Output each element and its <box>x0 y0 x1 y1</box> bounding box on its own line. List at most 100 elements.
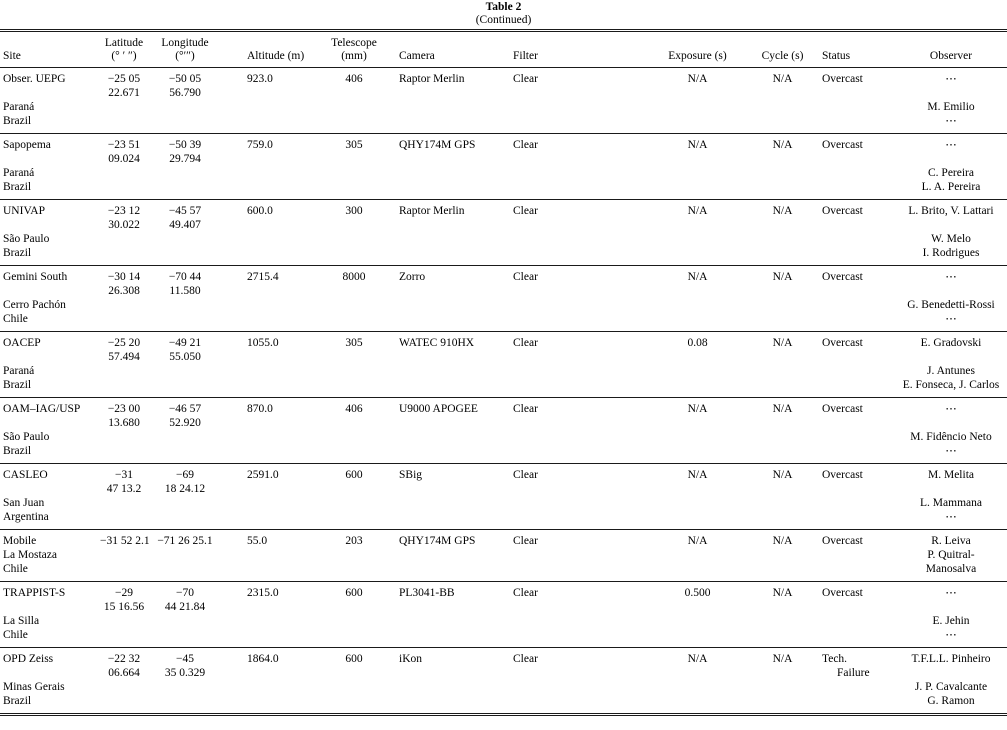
latitude-line: −23 00 <box>107 403 141 415</box>
telescope-cell: 203 <box>330 529 378 582</box>
observer-line <box>895 152 1007 166</box>
status-line: Tech. <box>822 653 848 665</box>
site-line: Brazil <box>3 115 32 127</box>
latitude-cell: −23 00 13.680 <box>100 397 148 464</box>
cycle-line: N/A <box>772 587 793 599</box>
longitude-line: −49 21 <box>168 337 202 349</box>
observer-line: ⋯ <box>945 403 957 415</box>
observer-cell: E. Gradovski J. Antunes E. Fonseca, J. Ca… <box>895 331 1007 398</box>
telescope-cell: 305 <box>330 331 378 398</box>
longitude-line: 11.580 <box>169 285 201 297</box>
camera-line: WATEC 910HX <box>399 337 475 349</box>
col-header-site: Site <box>0 32 100 68</box>
site-cell: Sapopema Paraná Brazil <box>0 133 100 200</box>
cycle-cell: N/A <box>755 199 810 266</box>
latitude-line: −29 <box>115 587 133 599</box>
site-cell: Mobile La Mostaza Chile <box>0 529 100 582</box>
longitude-cell: −46 57 52.920 <box>148 397 222 464</box>
telescope-line: 305 <box>345 139 363 151</box>
col-header-latitude: Latitude (° ′ ″) <box>100 32 148 68</box>
longitude-line: 44 21.84 <box>164 601 206 613</box>
filter-line: Clear <box>513 73 538 85</box>
status-cell: Overcast <box>810 331 895 398</box>
observer-cell: T.F.L.L. Pinheiro J. P. Cavalcante G. Ram… <box>895 648 1007 714</box>
altitude-line: 2715.4 <box>247 271 279 283</box>
longitude-line: 55.050 <box>169 351 201 363</box>
camera-line: U9000 APOGEE <box>399 403 478 415</box>
latitude-line: −23 51 <box>107 139 141 151</box>
filter-cell: Clear <box>510 331 640 398</box>
table-caption: Table 2 (Continued) <box>0 0 1007 27</box>
longitude-cell: −49 21 55.050 <box>148 331 222 398</box>
filter-line: Clear <box>513 653 538 665</box>
camera-cell: U9000 APOGEE <box>378 397 510 464</box>
header-label: Exposure (s) <box>668 50 727 62</box>
observer-line <box>895 86 1007 100</box>
site-line <box>3 600 100 614</box>
altitude-cell: 870.0 <box>222 397 330 464</box>
telescope-line: 305 <box>345 337 363 349</box>
observer-line: ⋯ <box>945 115 957 127</box>
exposure-cell: N/A <box>640 133 755 200</box>
table-row: CASLEO San Juan Argentina −31 47 13.2 −69 18 … <box>0 463 1007 530</box>
status-line: Overcast <box>822 403 863 415</box>
camera-cell: WATEC 910HX <box>378 331 510 398</box>
exposure-cell: N/A <box>640 463 755 530</box>
telescope-line: 600 <box>345 469 363 481</box>
table-title: Table 2 <box>485 1 522 13</box>
col-header-cycle: Cycle (s) <box>755 32 810 68</box>
cycle-line: N/A <box>772 139 793 151</box>
cycle-line: N/A <box>772 403 793 415</box>
observer-line <box>895 218 1007 232</box>
telescope-line: 600 <box>345 653 363 665</box>
site-line: La Mostaza <box>3 549 57 561</box>
exposure-line: N/A <box>687 653 708 665</box>
filter-cell: Clear <box>510 133 640 200</box>
observer-line: L. Mammana <box>920 497 982 509</box>
observer-line <box>895 482 1007 496</box>
observer-line: G. Ramon <box>927 695 975 707</box>
site-line: Sapopema <box>3 139 51 151</box>
filter-cell: Clear <box>510 199 640 266</box>
longitude-cell: −45 35 0.329 <box>148 648 222 714</box>
latitude-cell: −25 05 22.671 <box>100 67 148 134</box>
telescope-cell: 600 <box>330 581 378 648</box>
site-line: UNIVAP <box>3 205 45 217</box>
altitude-line: 759.0 <box>247 139 273 151</box>
observer-line: C. Pereira <box>928 167 974 179</box>
header-label: Altitude (m) <box>247 50 305 62</box>
telescope-cell: 406 <box>330 67 378 134</box>
status-line: Overcast <box>822 587 863 599</box>
longitude-cell: −70 44 21.84 <box>148 581 222 648</box>
filter-cell: Clear <box>510 581 640 648</box>
observer-line <box>895 600 1007 614</box>
altitude-cell: 1864.0 <box>222 648 330 714</box>
observer-line <box>895 416 1007 430</box>
site-line: Brazil <box>3 181 32 193</box>
site-line: Chile <box>3 563 28 575</box>
status-cell: Overcast <box>810 133 895 200</box>
longitude-line: 52.920 <box>169 417 201 429</box>
observer-line: ⋯ <box>945 73 957 85</box>
latitude-cell: −31 52 2.1 <box>100 529 150 582</box>
exposure-cell: 0.500 <box>640 581 755 648</box>
table-row: Mobile La Mostaza Chile −31 52 2.1 −71 26 25… <box>0 529 1007 582</box>
table-row: OPD Zeiss Minas Gerais Brazil −22 32 06.664… <box>0 648 1007 714</box>
filter-cell: Clear <box>510 648 640 714</box>
site-line: Gemini South <box>3 271 68 283</box>
observer-line: L. Brito, V. Lattari <box>908 205 994 217</box>
status-cell: Overcast <box>810 265 895 332</box>
table-body: Obser. UEPG Paraná Brazil −25 05 22.671 −50 … <box>0 67 1007 714</box>
latitude-line: 47 13.2 <box>106 483 142 495</box>
site-line: Paraná <box>3 167 35 179</box>
site-cell: Gemini South Cerro Pachón Chile <box>0 265 100 332</box>
telescope-cell: 8000 <box>330 265 378 332</box>
observer-line: Manosalva <box>925 563 977 575</box>
site-line: Brazil <box>3 247 32 259</box>
site-line: Paraná <box>3 101 35 113</box>
latitude-line: 06.664 <box>108 667 140 679</box>
exposure-cell: N/A <box>640 648 755 714</box>
observer-line: ⋯ <box>945 445 957 457</box>
longitude-line: −50 39 <box>168 139 202 151</box>
